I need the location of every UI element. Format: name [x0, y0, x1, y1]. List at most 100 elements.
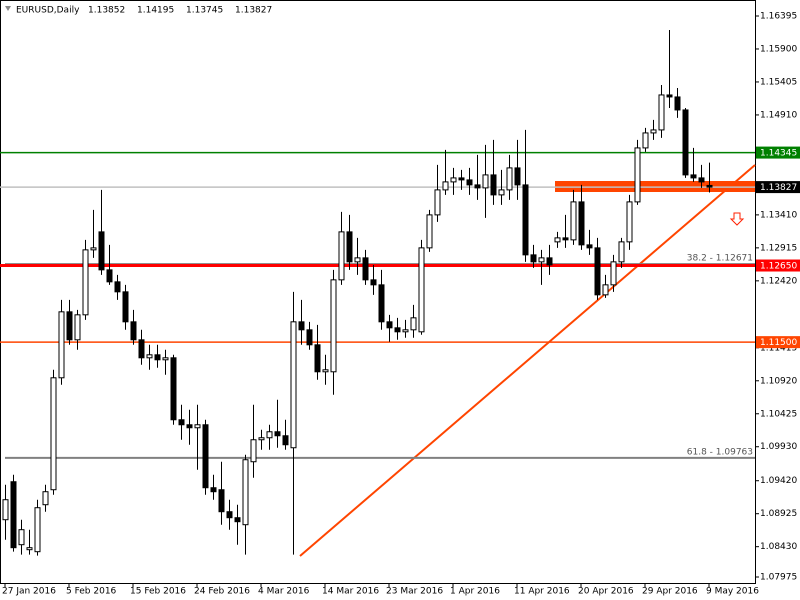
bull-body: [570, 201, 577, 241]
bear-body: [186, 424, 193, 429]
bull-body: [658, 94, 665, 131]
bear-body: [346, 231, 353, 263]
bull-body: [330, 279, 337, 373]
bear-body: [106, 269, 113, 283]
bear-body: [674, 96, 681, 111]
bull-body: [482, 174, 489, 189]
bull-body: [442, 181, 449, 191]
bull-body: [650, 129, 657, 134]
y-tick-label: 1.07975: [760, 573, 797, 583]
y-tick-label: 1.12915: [760, 243, 797, 253]
x-tick-label: 27 Jan 2016: [2, 587, 56, 597]
bull-body: [506, 167, 513, 191]
bear-body: [586, 244, 593, 249]
x-tick-label: 20 Apr 2016: [578, 587, 634, 597]
menu-icon: [5, 6, 11, 11]
bull-body: [18, 529, 25, 546]
bull-body: [554, 237, 561, 243]
bull-body: [290, 321, 297, 449]
bear-body: [666, 94, 673, 98]
level-label: 1.11500: [760, 338, 797, 348]
bear-body: [282, 435, 289, 446]
bull-body: [2, 499, 9, 521]
bull-body: [642, 132, 649, 149]
bear-body: [362, 257, 369, 281]
y-tick-label: 1.16395: [760, 11, 797, 21]
bear-body: [306, 329, 313, 346]
bear-body: [122, 291, 129, 323]
bull-body: [402, 329, 409, 333]
y-tick-label: 1.08925: [760, 509, 797, 519]
bull-body: [50, 377, 57, 491]
y-tick-label: 1.09930: [760, 442, 797, 452]
y-tick-label: 1.12420: [760, 276, 797, 286]
bear-body: [530, 254, 537, 263]
bear-body: [474, 184, 481, 189]
bull-body: [618, 241, 625, 263]
bear-body: [546, 257, 553, 266]
bear-body: [458, 177, 465, 181]
bear-body: [218, 489, 225, 513]
chart-title: EURUSD,Daily: [16, 6, 80, 16]
bear-body: [706, 184, 713, 188]
bear-body: [138, 339, 145, 359]
bear-body: [698, 177, 705, 183]
x-tick-label: 24 Feb 2016: [194, 587, 250, 597]
bear-body: [98, 231, 105, 271]
bear-body: [394, 327, 401, 333]
y-tick-label: 1.14910: [760, 110, 797, 120]
bear-body: [466, 179, 473, 186]
level-label: 1.12650: [760, 262, 797, 272]
header-low: 1.13745: [186, 6, 223, 16]
bear-body: [154, 354, 161, 361]
x-tick-label: 4 Mar 2016: [258, 587, 310, 597]
y-tick-label: 1.13410: [760, 210, 797, 220]
bear-body: [370, 279, 377, 286]
bear-body: [66, 311, 73, 341]
fib-label: 61.8 - 1.09763: [687, 447, 753, 457]
bear-body: [274, 431, 281, 437]
bear-body: [130, 321, 137, 341]
y-tick-label: 1.10920: [760, 376, 797, 386]
sell-arrow: [729, 212, 745, 226]
level-label-box: [756, 336, 800, 349]
bear-body: [298, 321, 305, 331]
bear-body: [514, 167, 521, 186]
bear-body: [690, 174, 697, 179]
bear-body: [490, 174, 497, 196]
bull-body: [434, 189, 441, 216]
level-label-box: [756, 259, 800, 272]
bear-body: [226, 511, 233, 519]
bear-body: [234, 517, 241, 523]
x-tick-label: 5 Feb 2016: [66, 587, 117, 597]
bear-body: [378, 284, 385, 323]
header-high: 1.14195: [137, 6, 174, 16]
bear-body: [114, 281, 121, 293]
x-tick-label: 14 Mar 2016: [322, 587, 379, 597]
bull-body: [242, 459, 249, 526]
bear-body: [10, 481, 17, 549]
bull-body: [354, 257, 361, 263]
bear-body: [202, 424, 209, 489]
x-tick-label: 1 Apr 2016: [450, 587, 500, 597]
bull-body: [610, 261, 617, 286]
bear-body: [682, 109, 689, 176]
y-tick-label: 1.15900: [760, 44, 797, 54]
bear-body: [210, 487, 217, 493]
x-tick-label: 23 Mar 2016: [386, 587, 443, 597]
bull-body: [338, 231, 345, 281]
bull-body: [90, 247, 97, 251]
bull-body: [450, 177, 457, 183]
bull-body: [418, 247, 425, 333]
bull-body: [194, 424, 201, 429]
bull-body: [634, 147, 641, 203]
header-close: 1.13827: [235, 6, 272, 16]
y-tick-label: 1.08430: [760, 542, 797, 552]
level-label: 1.14345: [760, 149, 797, 159]
x-tick-label: 11 Apr 2016: [514, 587, 570, 597]
fib-label: 38.2 - 1.12671: [687, 254, 753, 264]
bear-body: [522, 184, 529, 256]
bull-body: [266, 431, 273, 439]
